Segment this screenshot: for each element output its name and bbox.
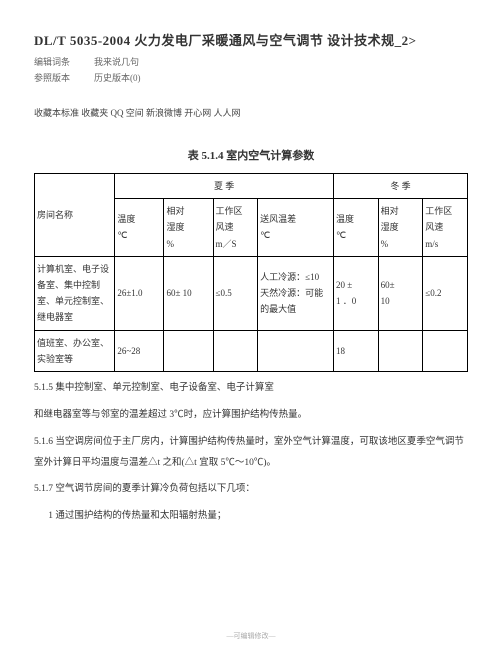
- para-515b: 和继电器室等与邻室的温差超过 3℃时，应计算围护结构传热量。: [34, 405, 468, 426]
- cell-swind: ≤0.5: [213, 256, 258, 330]
- footer-note: —可编辑修改—: [0, 631, 502, 641]
- cell-wwind: ≤0.2: [423, 256, 468, 330]
- meta-version: 参照版本 历史版本(0): [34, 71, 468, 84]
- cell-wtemp: 18: [334, 330, 379, 371]
- meta-ver-val[interactable]: 历史版本(0): [94, 71, 141, 84]
- meta-edit-val[interactable]: 我来说几句: [94, 55, 139, 68]
- cell-wrh: [378, 330, 423, 371]
- para-517-1: 1 通过围护结构的传热量和太阳辐射热量；: [34, 506, 468, 527]
- table-row: 计算机室、电子设备室、集中控制室、单元控制室、继电器室 26±1.0 60± 1…: [35, 256, 468, 330]
- cell-srh: 60± 10: [164, 256, 213, 330]
- cell-wwind: [423, 330, 468, 371]
- th-winter: 冬 季: [334, 174, 468, 199]
- cell-swind: [213, 330, 258, 371]
- th-wtemp: 温度℃: [334, 199, 379, 257]
- th-summer: 夏 季: [115, 174, 334, 199]
- cell-sdiff: 人工冷源：≤10天然冷源：可能的最大值: [258, 256, 334, 330]
- th-wwind: 工作区风速m/s: [423, 199, 468, 257]
- cell-room: 值班室、办公室、实验室等: [35, 330, 115, 371]
- th-wrh: 相对湿度%: [378, 199, 423, 257]
- cell-wtemp: 20 ±1 ．0: [334, 256, 379, 330]
- meta-edit: 编辑词条 我来说几句: [34, 55, 468, 68]
- para-515a: 5.1.5 集中控制室、单元控制室、电子设备室、电子计算室: [34, 378, 468, 399]
- cell-room: 计算机室、电子设备室、集中控制室、单元控制室、继电器室: [35, 256, 115, 330]
- para-517: 5.1.7 空气调节房间的夏季计算冷负荷包括以下几项：: [34, 479, 468, 500]
- meta-edit-label: 编辑词条: [34, 55, 84, 68]
- share-links[interactable]: 收藏本标准 收藏夹 QQ 空间 新浪微博 开心网 人人网: [34, 106, 468, 119]
- table-row: 房间名称 夏 季 冬 季: [35, 174, 468, 199]
- data-table: 房间名称 夏 季 冬 季 温度℃ 相对湿度% 工作区风速m／S 送风温差℃ 温度…: [34, 173, 468, 372]
- table-row: 值班室、办公室、实验室等 26~28 18: [35, 330, 468, 371]
- th-srh: 相对湿度%: [164, 199, 213, 257]
- cell-srh: [164, 330, 213, 371]
- th-stemp: 温度℃: [115, 199, 164, 257]
- cell-wrh: 60±10: [378, 256, 423, 330]
- cell-stemp: 26~28: [115, 330, 164, 371]
- meta-ver-label: 参照版本: [34, 71, 84, 84]
- th-room: 房间名称: [35, 174, 115, 257]
- cell-sdiff: [258, 330, 334, 371]
- page-title: DL/T 5035-2004 火力发电厂采暖通风与空气调节 设计技术规_2>: [34, 30, 468, 49]
- th-sdiff: 送风温差℃: [258, 199, 334, 257]
- th-swind: 工作区风速m／S: [213, 199, 258, 257]
- cell-stemp: 26±1.0: [115, 256, 164, 330]
- table-caption: 表 5.1.4 室内空气计算参数: [34, 147, 468, 163]
- para-516: 5.1.6 当空调房间位于主厂房内，计算围护结构传热量时，室外空气计算温度，可取…: [34, 432, 468, 474]
